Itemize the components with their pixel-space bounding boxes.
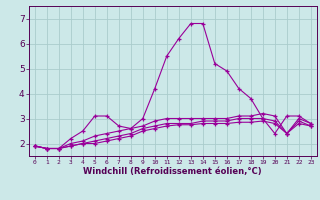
X-axis label: Windchill (Refroidissement éolien,°C): Windchill (Refroidissement éolien,°C) bbox=[84, 167, 262, 176]
